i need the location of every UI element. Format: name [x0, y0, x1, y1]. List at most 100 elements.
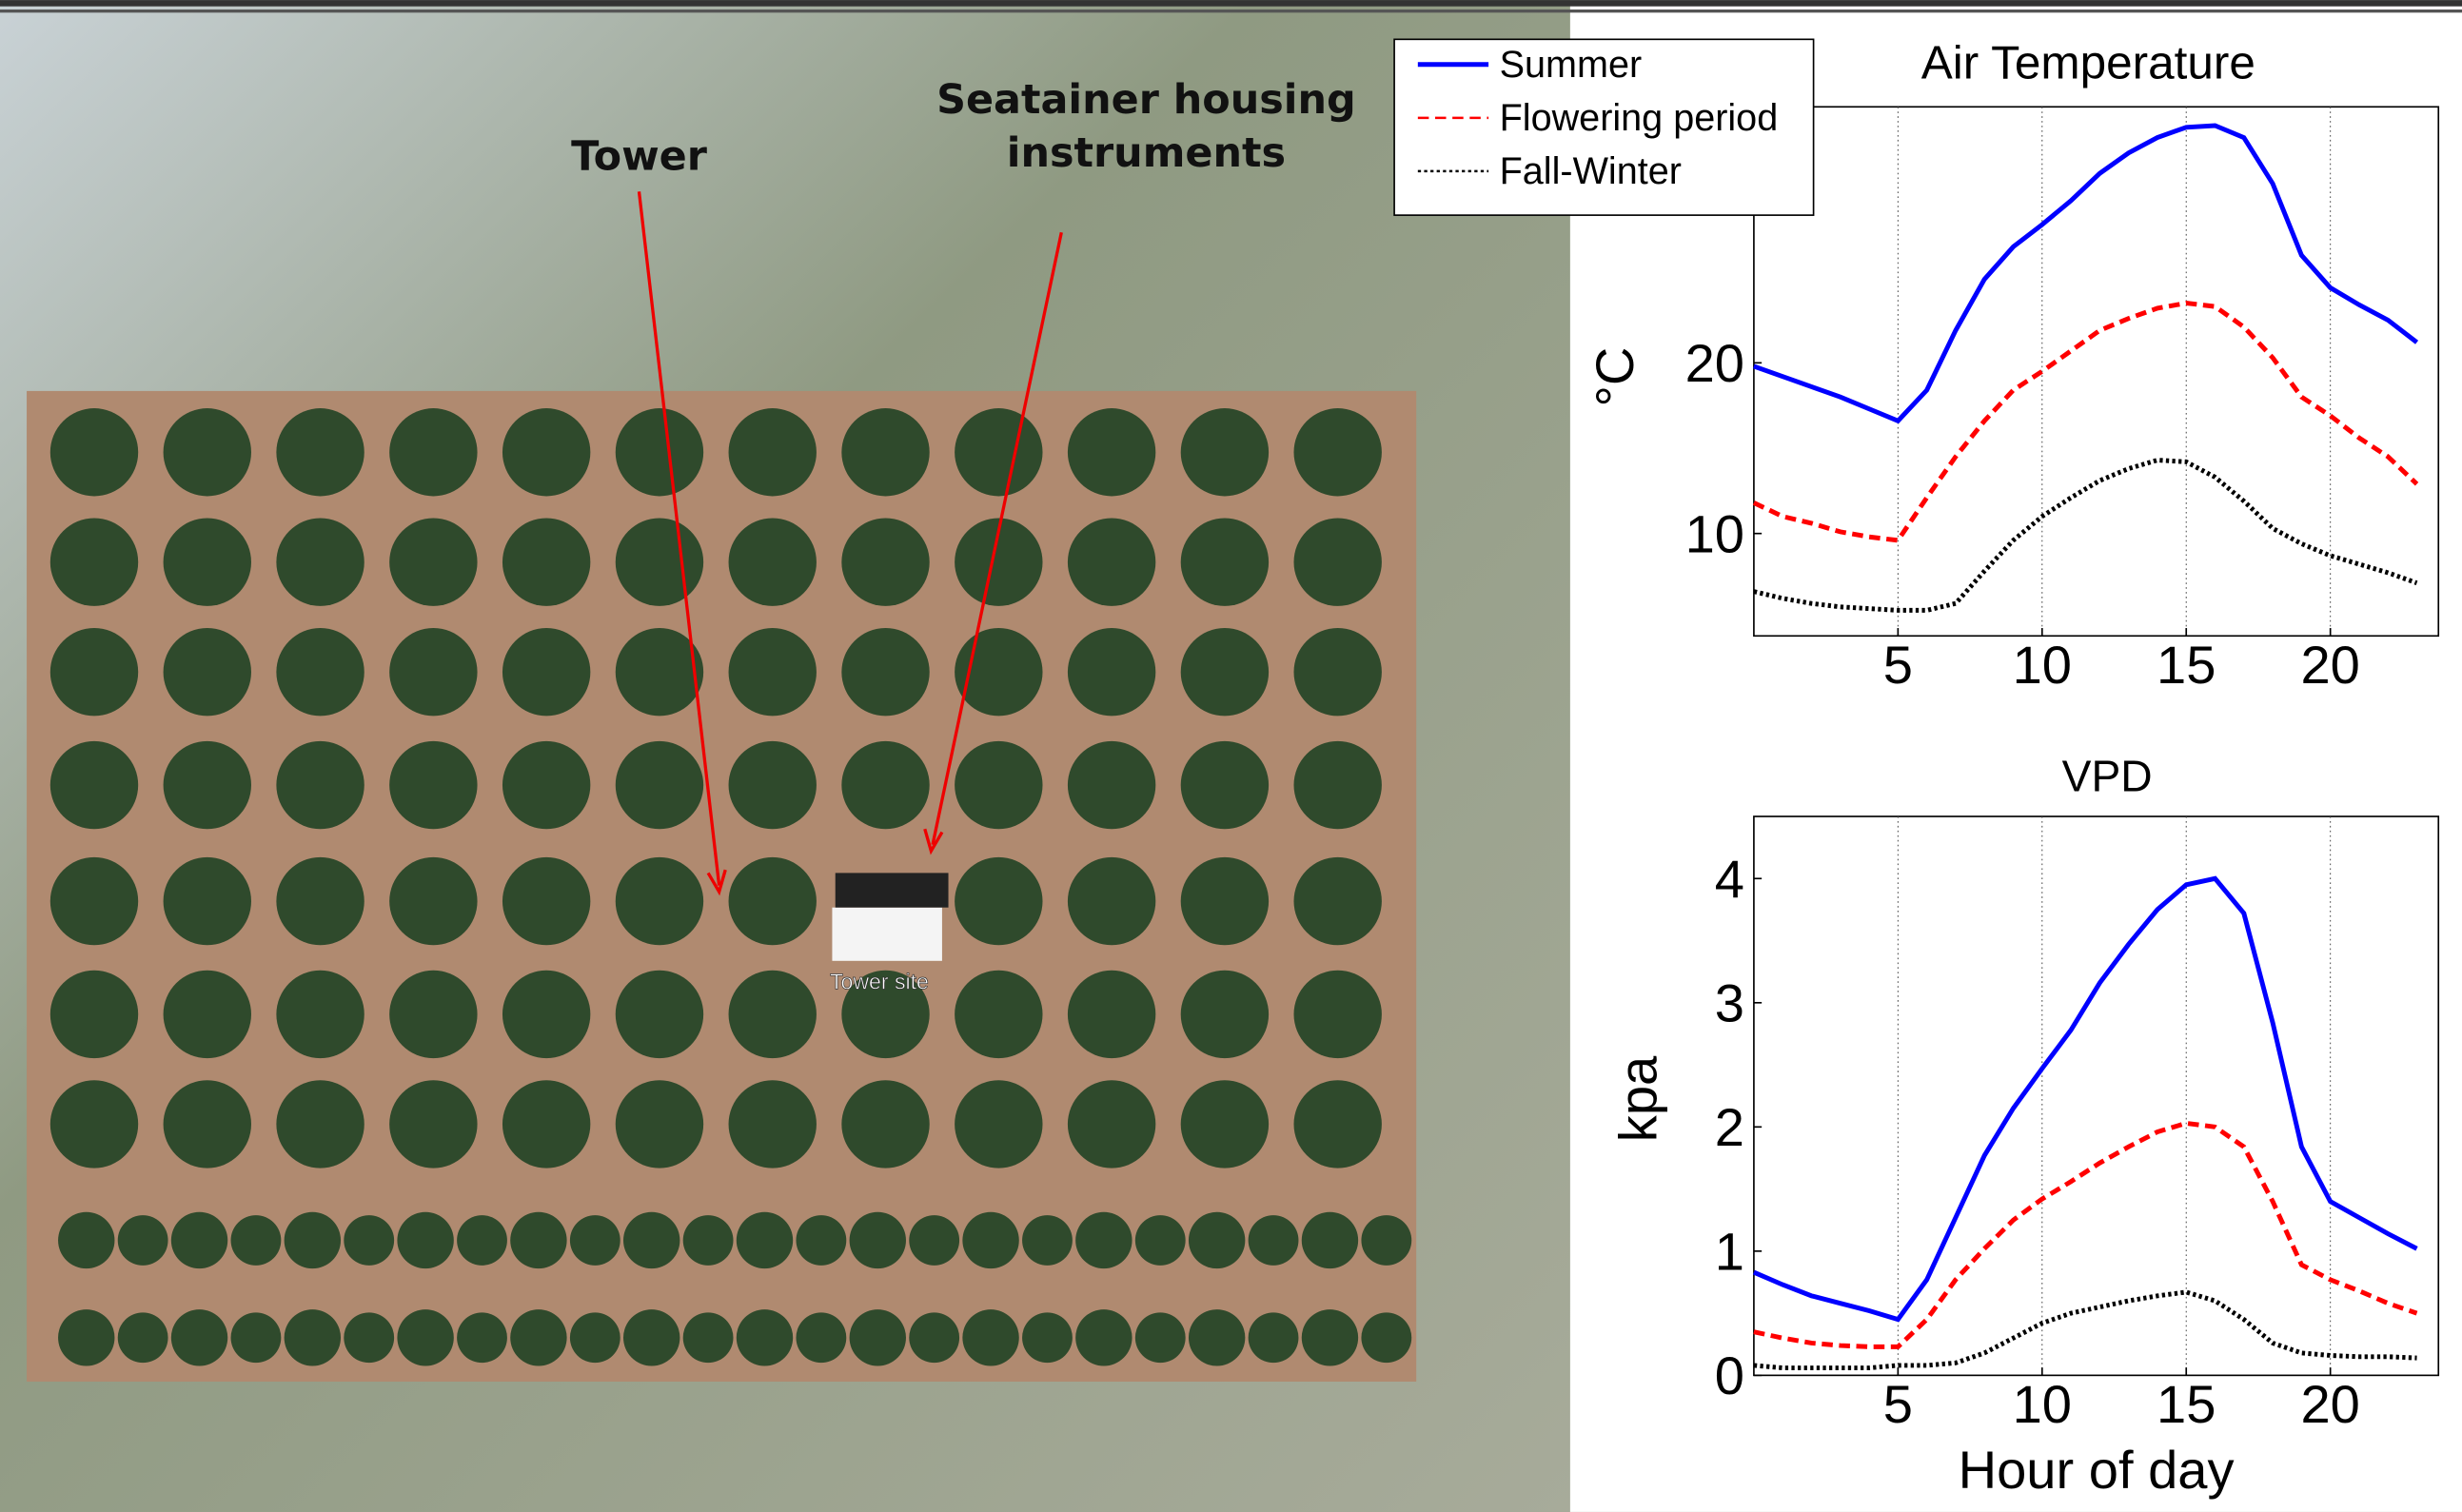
tree: [1181, 741, 1269, 829]
tree: [841, 519, 929, 606]
tree: [616, 519, 703, 606]
tree: [502, 628, 590, 716]
tree: [1075, 1309, 1132, 1365]
site-label: Tower site: [830, 970, 929, 994]
y-tick-label: 3: [1715, 973, 1744, 1033]
tree: [623, 1212, 680, 1268]
tree: [729, 408, 817, 496]
y-axis-label: kpa: [1608, 1055, 1668, 1142]
tree: [164, 1080, 251, 1168]
tree: [841, 741, 929, 829]
tree: [397, 1309, 453, 1365]
tree: [1302, 1212, 1358, 1268]
tree: [1135, 1312, 1186, 1363]
tree: [276, 408, 364, 496]
tree: [1022, 1215, 1073, 1266]
tree: [841, 628, 929, 716]
tree: [1068, 857, 1155, 945]
tree: [1361, 1312, 1411, 1363]
x-tick-label: 5: [1883, 1374, 1913, 1434]
tree: [616, 741, 703, 829]
x-tick-label: 10: [2013, 1374, 2072, 1434]
tree: [955, 857, 1042, 945]
tree: [164, 971, 251, 1058]
tree: [570, 1312, 620, 1363]
tree: [1068, 519, 1155, 606]
tree: [276, 519, 364, 606]
tree: [616, 971, 703, 1058]
tree: [50, 628, 138, 716]
tree: [1189, 1309, 1245, 1365]
legend-label: Fall-Winter: [1500, 150, 1682, 192]
tree: [502, 971, 590, 1058]
chart-title: Air Temperature: [1921, 37, 2255, 89]
seatainer: [836, 873, 949, 907]
tree: [164, 857, 251, 945]
tree: [955, 408, 1042, 496]
tree: [171, 1309, 227, 1365]
tree: [389, 408, 477, 496]
tree: [1022, 1312, 1073, 1363]
tree: [276, 971, 364, 1058]
tree: [841, 408, 929, 496]
tree: [389, 741, 477, 829]
x-tick-label: 5: [1883, 635, 1913, 695]
tree: [502, 1080, 590, 1168]
tree: [729, 971, 817, 1058]
tree: [729, 1080, 817, 1168]
tree: [502, 408, 590, 496]
tree: [1068, 971, 1155, 1058]
legend-label: Flowering period: [1500, 97, 1779, 139]
tree: [118, 1312, 168, 1363]
x-tick-label: 15: [2157, 1374, 2216, 1434]
tree: [616, 857, 703, 945]
tree: [1068, 1080, 1155, 1168]
x-tick-label: 15: [2157, 635, 2216, 695]
tree: [1293, 741, 1381, 829]
tree: [796, 1312, 846, 1363]
tree: [389, 857, 477, 945]
tree: [796, 1215, 846, 1266]
tree: [389, 1080, 477, 1168]
tree: [344, 1215, 394, 1266]
tree: [1181, 628, 1269, 716]
tree: [502, 741, 590, 829]
tree: [955, 1080, 1042, 1168]
tree: [457, 1312, 507, 1363]
tree: [118, 1215, 168, 1266]
tree: [50, 741, 138, 829]
x-tick-label: 20: [2300, 635, 2359, 695]
tree: [1075, 1212, 1132, 1268]
tree: [50, 1080, 138, 1168]
tree: [1181, 857, 1269, 945]
tree: [1135, 1215, 1186, 1266]
tree: [1068, 741, 1155, 829]
tree: [164, 519, 251, 606]
tree: [171, 1212, 227, 1268]
y-tick-label: 1: [1715, 1222, 1744, 1282]
tree: [389, 971, 477, 1058]
tree: [909, 1312, 959, 1363]
tree: [729, 519, 817, 606]
seatainer-label: Seatainer housing: [936, 76, 1356, 124]
tree: [285, 1309, 341, 1365]
tree: [737, 1309, 793, 1365]
tree: [164, 408, 251, 496]
tree: [285, 1212, 341, 1268]
tree: [457, 1215, 507, 1266]
tree: [1181, 971, 1269, 1058]
tree: [683, 1215, 734, 1266]
tree: [683, 1312, 734, 1363]
tree: [389, 519, 477, 606]
tree: [397, 1212, 453, 1268]
tree: [1068, 628, 1155, 716]
y-tick-label: 20: [1685, 333, 1744, 393]
tree: [231, 1312, 282, 1363]
tree: [50, 519, 138, 606]
tree: [616, 1080, 703, 1168]
tree: [570, 1215, 620, 1266]
tree: [850, 1309, 906, 1365]
tree: [1181, 1080, 1269, 1168]
tree: [164, 741, 251, 829]
x-tick-label: 20: [2300, 1374, 2359, 1434]
